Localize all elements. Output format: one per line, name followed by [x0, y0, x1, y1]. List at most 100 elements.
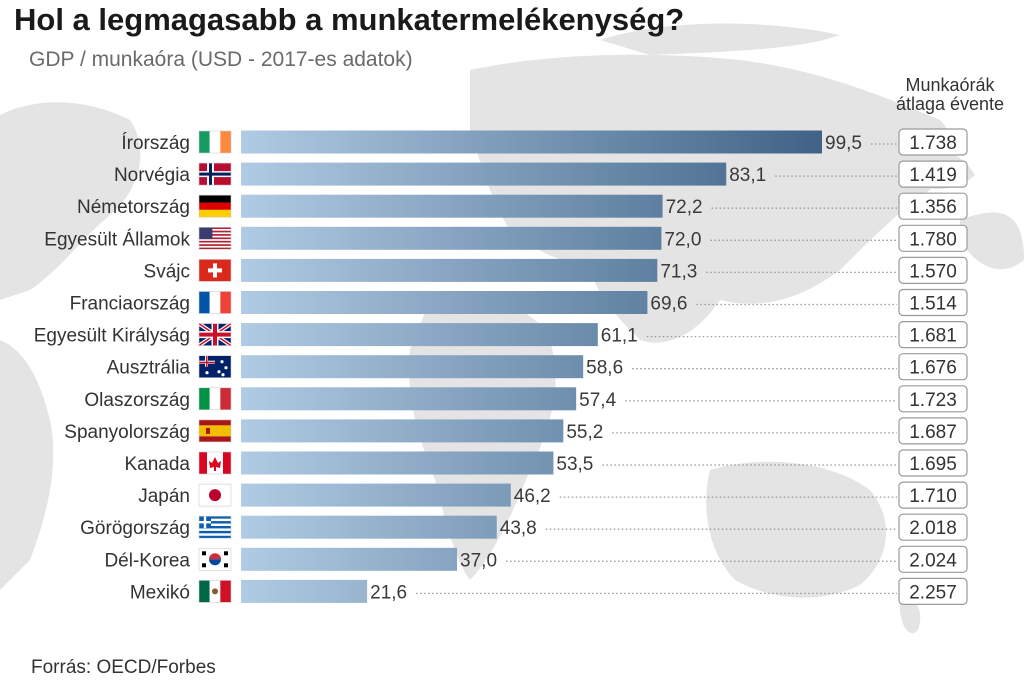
japan-flag-icon	[198, 483, 232, 507]
bar-row: Franciaország 69,6 1.514	[70, 288, 968, 317]
hours-value: 1.676	[909, 358, 957, 379]
hours-header-line-1: Munkaórák	[905, 75, 995, 95]
flag-border	[198, 130, 232, 154]
korea-taegeuk-red	[209, 553, 222, 560]
value-label: 53,5	[556, 454, 593, 475]
value-label: 55,2	[566, 422, 603, 443]
greece-cross-h	[199, 521, 211, 524]
hours-box	[898, 449, 968, 477]
bar-row: Norvégia 83,1 1.419	[114, 160, 968, 188]
hours-box	[898, 385, 968, 413]
hours-value: 1.681	[909, 326, 957, 347]
italy-red	[220, 387, 231, 410]
france-blue	[199, 291, 210, 314]
value-label: 99,5	[825, 133, 862, 154]
category-label: Egyesült Államok	[44, 229, 190, 250]
category-label: Kanada	[124, 454, 190, 475]
spain-red-bottom	[199, 436, 231, 442]
flag-border	[198, 580, 232, 603]
germany-gold	[199, 209, 231, 218]
uk-cross-h-red	[199, 332, 231, 337]
hours-box	[898, 513, 968, 541]
bar	[241, 579, 368, 603]
canada-flag-icon	[198, 451, 232, 475]
category-label: Dél-Korea	[104, 550, 190, 571]
canada-maple-leaf	[209, 457, 221, 471]
japan-sun	[209, 489, 221, 502]
mexico-emblem	[212, 588, 218, 595]
bar-row: Svájc 71,3 1.570	[144, 256, 968, 284]
hours-box	[898, 224, 968, 252]
mexico-red	[220, 580, 231, 603]
value-label: 83,1	[729, 165, 766, 186]
bar	[241, 547, 458, 571]
usa-stripe	[199, 227, 231, 229]
mexico-green	[199, 580, 210, 603]
value-label: 61,1	[601, 326, 638, 347]
category-label: Norvégia	[114, 165, 190, 186]
hours-box	[898, 353, 968, 381]
spain-emblem	[206, 427, 210, 434]
hours-value: 1.780	[909, 229, 957, 250]
bar	[241, 355, 584, 379]
bar-row: Németország 72,2 1.356	[77, 192, 968, 220]
value-label: 57,4	[579, 390, 616, 411]
bar	[241, 130, 822, 154]
australia-star	[220, 360, 224, 364]
usa-stripe	[199, 240, 231, 243]
canada-red-right	[223, 452, 231, 474]
usa-stripe	[199, 237, 231, 240]
bar	[241, 323, 598, 347]
flag-border	[198, 483, 232, 507]
switzerland-cross-h	[208, 268, 222, 273]
bar	[241, 162, 727, 186]
australia-flag-icon	[198, 355, 232, 379]
hours-header-line-2: átlaga évente	[895, 94, 1005, 114]
usa-flag-icon	[198, 227, 232, 250]
australia-star	[221, 373, 225, 377]
bar	[241, 515, 497, 539]
hours-value: 1.738	[909, 133, 957, 154]
greece-stripe	[199, 533, 231, 536]
greece-flag-icon	[198, 515, 232, 539]
bar-row: Görögország 43,8 2.018	[80, 513, 968, 541]
flag-border	[198, 451, 232, 475]
bar-row: Kanada 53,5 1.695	[124, 449, 968, 477]
korea-trigram	[224, 551, 228, 556]
bar	[241, 226, 662, 250]
hours-value: 1.570	[909, 261, 957, 282]
flag-border	[198, 259, 232, 282]
usa-stripe	[199, 230, 231, 233]
hours-box	[898, 321, 968, 349]
hours-value: 1.514	[909, 294, 957, 315]
australia-union-v-red	[206, 355, 208, 367]
flag-border	[198, 547, 232, 571]
bar	[241, 483, 511, 507]
hours-value: 1.419	[909, 165, 957, 186]
flag-border	[198, 323, 232, 346]
flag-border	[198, 162, 232, 186]
bar-row: Mexikó 21,6 2.257	[130, 577, 968, 606]
korea-trigram	[202, 563, 206, 568]
norway-cross-h-blue	[199, 172, 231, 176]
bar-row: Ausztrália 58,6 1.676	[107, 353, 968, 381]
hours-value: 2.018	[909, 518, 957, 539]
flag-border	[198, 227, 232, 250]
germany-flag-icon	[198, 194, 232, 218]
hours-box	[898, 192, 968, 220]
bar-row: Írország 99,5 1.738	[121, 128, 968, 156]
category-label: Svájc	[144, 261, 190, 282]
hours-box	[898, 545, 968, 573]
greece-stripe	[199, 518, 231, 522]
australia-star	[205, 371, 209, 375]
mexico-flag-icon	[198, 580, 232, 603]
hours-value: 1.356	[909, 197, 957, 218]
bar-row: Spanyolország 55,2 1.687	[64, 417, 968, 445]
greece-stripe	[199, 528, 231, 531]
ireland-orange	[220, 131, 231, 153]
spain-red-top	[199, 419, 231, 426]
flag-border	[198, 355, 232, 379]
australia-star	[224, 366, 228, 370]
bar-row: Dél-Korea 37,0 2.024	[104, 545, 968, 573]
